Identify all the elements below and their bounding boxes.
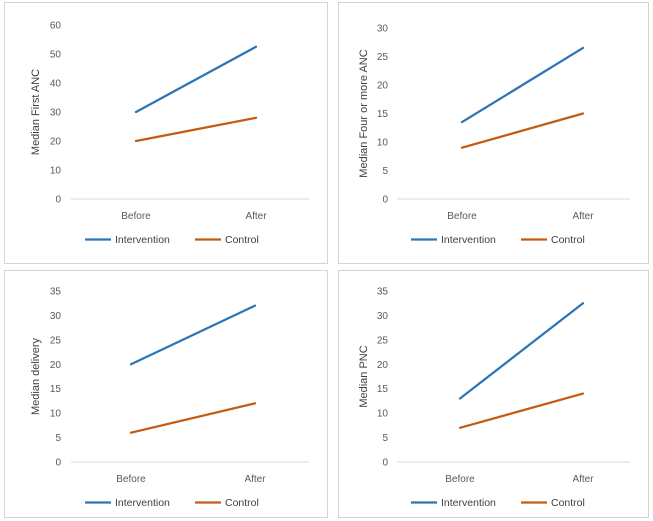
chart-svg: 0 10 20 30 40 50 60 Before After Median First ANC… (30, 21, 309, 246)
series-line-intervention (458, 302, 585, 400)
legend-label-intervention: Intervention (115, 497, 170, 509)
series-line-intervention (460, 46, 585, 124)
chart-svg: 0 5 10 15 20 25 30 35 Before After Median delivery… (30, 287, 309, 509)
legend-label-intervention: Intervention (441, 497, 496, 509)
chart-panel-delivery: 0 5 10 15 20 25 30 35 Before After Median delivery… (4, 270, 328, 518)
x-tick-label: Before (116, 474, 146, 485)
legend-label-control: Control (551, 234, 585, 246)
series-line-control (134, 116, 258, 143)
x-tick-label: After (572, 211, 594, 222)
y-tick-label: 5 (382, 166, 388, 177)
y-tick-label: 20 (50, 360, 62, 371)
y-tick-label: 25 (50, 335, 62, 346)
y-tick-label: 25 (377, 335, 389, 346)
y-tick-label: 30 (50, 108, 62, 119)
x-tick-label: Before (447, 211, 477, 222)
chart-panel-first-anc: 0 10 20 30 40 50 60 Before After Median First ANC… (4, 2, 328, 264)
chart-svg: 0 5 10 15 20 25 30 35 Before After Median PNC Inter… (358, 287, 630, 509)
x-tick-label: After (244, 474, 266, 485)
series-line-control (129, 402, 257, 434)
y-tick-label: 30 (50, 311, 62, 322)
y-tick-label: 20 (377, 81, 389, 92)
y-tick-label: 60 (50, 21, 62, 32)
x-tick-label: Before (445, 474, 475, 485)
y-tick-label: 0 (55, 195, 61, 206)
series-line-control (458, 392, 585, 429)
y-tick-label: 30 (377, 311, 389, 322)
y-tick-label: 35 (50, 287, 62, 298)
series-line-control (460, 112, 585, 149)
y-tick-label: 30 (377, 24, 389, 35)
chart-svg: 0 5 10 15 20 25 30 Before After Median Four or mo… (358, 24, 630, 246)
legend-label-intervention: Intervention (115, 234, 170, 246)
x-tick-label: After (572, 474, 594, 485)
y-axis-label: Median delivery (30, 337, 42, 415)
series-line-intervention (134, 45, 258, 114)
y-tick-label: 15 (50, 384, 62, 395)
chart-panel-four-or-more-anc: 0 5 10 15 20 25 30 Before After Median Four or mo… (338, 2, 649, 264)
y-tick-label: 25 (377, 52, 389, 63)
y-tick-label: 5 (55, 433, 61, 444)
y-tick-label: 20 (377, 360, 389, 371)
y-axis-label: Median Four or more ANC (358, 49, 370, 177)
y-tick-label: 5 (382, 433, 388, 444)
y-tick-label: 0 (382, 458, 388, 469)
legend-label-control: Control (225, 497, 259, 509)
y-tick-label: 10 (50, 409, 62, 420)
y-tick-label: 10 (50, 166, 62, 177)
y-tick-label: 0 (55, 458, 61, 469)
legend-label-control: Control (225, 234, 259, 246)
y-tick-label: 10 (377, 138, 389, 149)
x-tick-label: Before (121, 211, 151, 222)
y-axis-label: Median PNC (358, 345, 370, 407)
y-tick-label: 15 (377, 109, 389, 120)
series-line-intervention (129, 304, 257, 366)
y-tick-label: 0 (382, 195, 388, 206)
y-tick-label: 35 (377, 287, 389, 298)
legend-label-intervention: Intervention (441, 234, 496, 246)
y-tick-label: 40 (50, 79, 62, 90)
y-tick-label: 10 (377, 409, 389, 420)
y-axis-label: Median First ANC (30, 69, 42, 155)
legend-label-control: Control (551, 497, 585, 509)
chart-panel-pnc: 0 5 10 15 20 25 30 35 Before After Median PNC Inter… (338, 270, 649, 518)
x-tick-label: After (245, 211, 267, 222)
y-tick-label: 20 (50, 137, 62, 148)
y-tick-label: 15 (377, 384, 389, 395)
y-tick-label: 50 (50, 50, 62, 61)
